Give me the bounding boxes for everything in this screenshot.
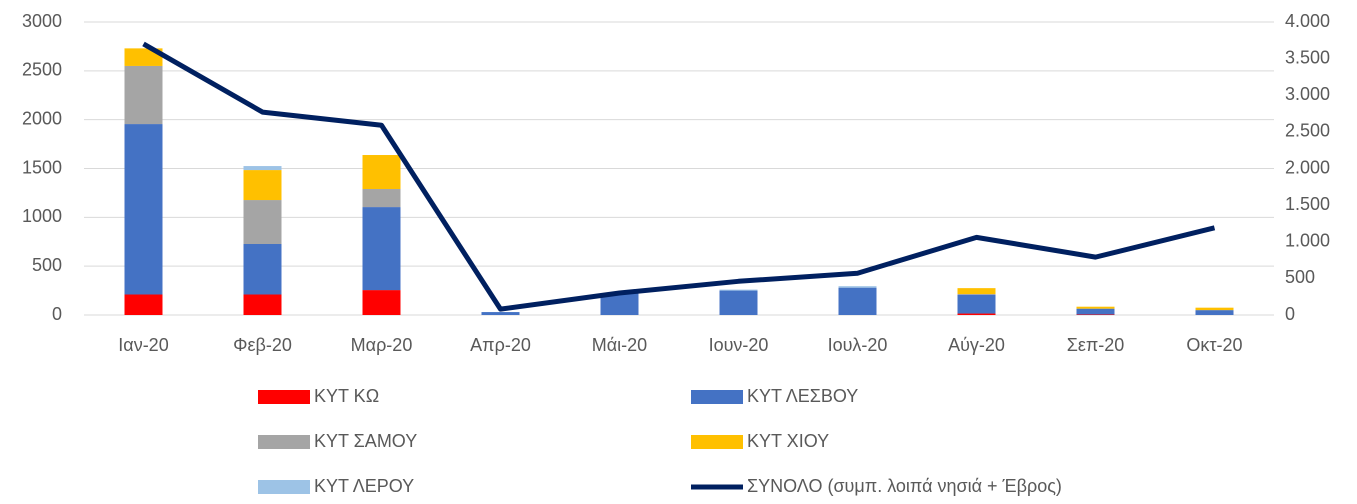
legend-swatch [691, 435, 743, 449]
y-tick-label: 2000 [22, 108, 62, 128]
y2-tick-label: 500 [1285, 267, 1315, 287]
y2-tick-label: 3.500 [1285, 47, 1330, 67]
x-tick-label: Ιαν-20 [118, 335, 168, 355]
bar [244, 294, 282, 315]
x-tick-label: Ιουν-20 [709, 335, 769, 355]
bar [1077, 307, 1115, 309]
legend-swatch [258, 480, 310, 494]
y-tick-label: 2500 [22, 60, 62, 80]
legend-label: ΣΥΝΟΛΟ (συμπ. λοιπά νησιά + Έβρος) [747, 476, 1062, 496]
bar [125, 66, 163, 124]
legend-label: ΚΥΤ ΚΩ [314, 386, 379, 406]
y2-tick-label: 1.000 [1285, 231, 1330, 251]
bar [244, 166, 282, 170]
line-series [144, 44, 1215, 309]
legend-swatch [691, 390, 743, 404]
legend-label: ΚΥΤ ΛΕΡΟΥ [314, 476, 414, 496]
bar [244, 244, 282, 294]
y2-tick-label: 4.000 [1285, 11, 1330, 31]
x-tick-label: Οκτ-20 [1186, 335, 1242, 355]
bar [839, 288, 877, 315]
bar [720, 290, 758, 291]
bar [244, 170, 282, 200]
bar [482, 312, 520, 315]
bar [839, 286, 877, 287]
bar [244, 200, 282, 244]
legend-swatch [258, 435, 310, 449]
bar [958, 314, 996, 315]
bar [958, 294, 996, 295]
y2-tick-label: 1.500 [1285, 194, 1330, 214]
y2-tick-label: 3.000 [1285, 84, 1330, 104]
bar [1196, 308, 1234, 310]
x-tick-label: Αύγ-20 [948, 335, 1005, 355]
legend-label: ΚΥΤ ΣΑΜΟΥ [314, 431, 417, 451]
bar [1077, 309, 1115, 315]
x-tick-label: Ιουλ-20 [828, 335, 888, 355]
bar [363, 189, 401, 207]
bar [720, 291, 758, 315]
legend-label: ΚΥΤ ΛΕΣΒΟΥ [747, 386, 858, 406]
bar [125, 294, 163, 315]
legend-swatch [258, 390, 310, 404]
y-tick-label: 500 [32, 255, 62, 275]
y-tick-label: 1500 [22, 157, 62, 177]
y-tick-label: 1000 [22, 206, 62, 226]
bar [958, 288, 996, 294]
y2-tick-label: 2.500 [1285, 121, 1330, 141]
bar [1196, 310, 1234, 315]
bar [958, 295, 996, 314]
legend-label: ΚΥΤ ΧΙΟΥ [747, 431, 829, 451]
x-tick-label: Απρ-20 [470, 335, 531, 355]
x-tick-label: Φεβ-20 [233, 335, 292, 355]
bar [363, 207, 401, 290]
y-tick-label: 3000 [22, 11, 62, 31]
x-tick-label: Μάι-20 [592, 335, 647, 355]
bar [125, 124, 163, 294]
y-tick-label: 0 [52, 304, 62, 324]
y2-tick-label: 0 [1285, 304, 1295, 324]
x-tick-label: Σεπ-20 [1067, 335, 1125, 355]
x-tick-label: Μαρ-20 [351, 335, 413, 355]
bar [363, 155, 401, 189]
y2-tick-label: 2.000 [1285, 157, 1330, 177]
bar [363, 290, 401, 315]
